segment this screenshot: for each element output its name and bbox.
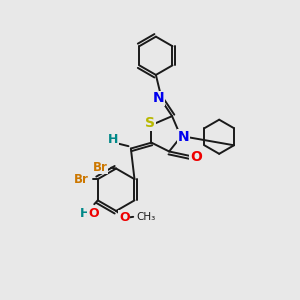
- Text: N: N: [178, 130, 189, 144]
- Text: S: S: [145, 116, 155, 130]
- Text: O: O: [119, 211, 130, 224]
- Text: N: N: [153, 92, 165, 106]
- Text: CH₃: CH₃: [137, 212, 156, 221]
- Text: H: H: [108, 133, 119, 146]
- Text: H: H: [80, 207, 91, 220]
- Text: O: O: [190, 150, 202, 164]
- Text: Br: Br: [74, 172, 89, 186]
- Text: Br: Br: [92, 160, 107, 174]
- Text: O: O: [88, 207, 99, 220]
